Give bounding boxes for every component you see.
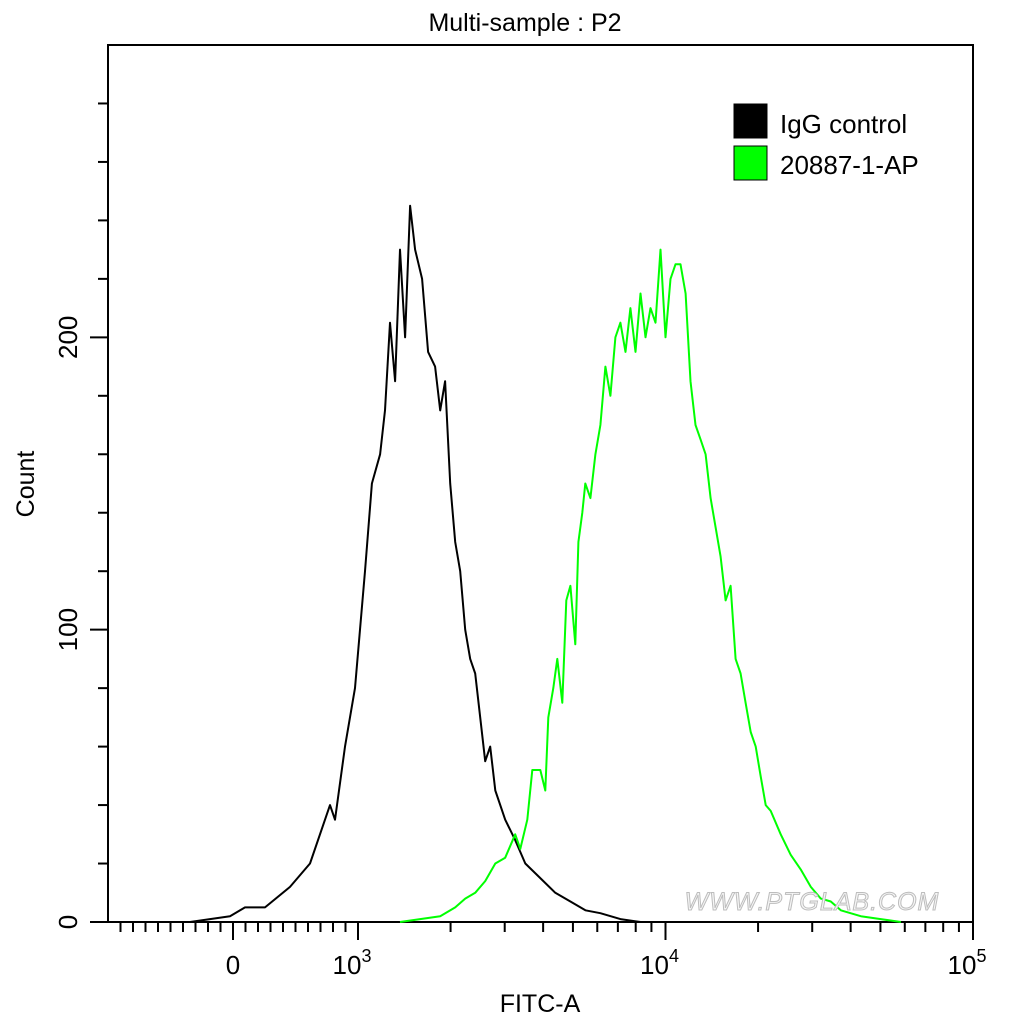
plot-frame <box>107 44 974 923</box>
series-line-0 <box>189 204 641 923</box>
watermark: WWW.PTGLAB.COM <box>685 888 940 916</box>
y-tick-label: 0 <box>53 915 83 929</box>
legend-label-20887-1-ap: 20887-1-AP <box>780 150 919 180</box>
x-tick-label: 103 <box>333 946 372 980</box>
x-axis: 0 103 104 105 <box>119 922 987 980</box>
legend-swatch-igg-control <box>733 103 768 139</box>
x-tick-label: 104 <box>640 946 679 980</box>
x-axis-label: FITC-A <box>500 990 581 1018</box>
y-tick-label: 200 <box>53 316 83 359</box>
x-tick-label: 105 <box>948 946 987 980</box>
y-axis-label: Count <box>12 451 40 518</box>
series-line-1 <box>399 248 902 923</box>
y-tick-label: 100 <box>53 608 83 651</box>
y-axis: 0 100 200 <box>53 102 108 929</box>
legend: IgG control 20887-1-AP <box>733 103 919 181</box>
curves-layer <box>189 204 902 923</box>
chart-title: Multi-sample : P2 <box>428 9 621 37</box>
legend-label-igg-control: IgG control <box>780 109 907 139</box>
legend-swatch-20887-1-ap <box>733 145 768 181</box>
x-tick-label: 0 <box>226 950 240 980</box>
